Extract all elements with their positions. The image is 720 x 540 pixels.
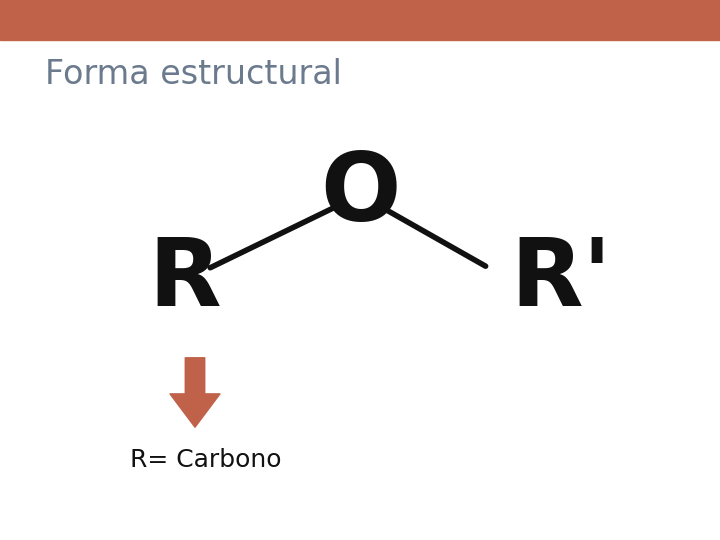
Bar — [0, 0, 720, 40]
Text: R: R — [149, 234, 221, 326]
FancyArrowPatch shape — [170, 358, 220, 427]
Text: Forma estructural: Forma estructural — [45, 58, 342, 91]
Text: O: O — [320, 149, 400, 241]
Text: R= Carbono: R= Carbono — [130, 448, 282, 472]
Text: R': R' — [510, 234, 611, 326]
